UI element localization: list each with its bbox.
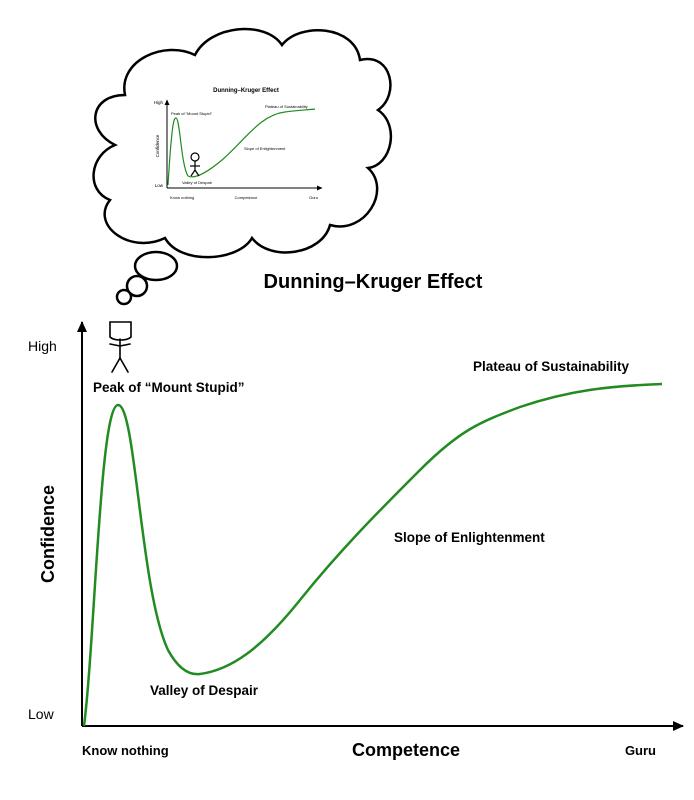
mini-x-label: Competence [235, 195, 258, 200]
y-axis-label: Confidence [38, 485, 58, 583]
page-title: Dunning–Kruger Effect [264, 271, 483, 293]
x-start-label: Know nothing [82, 743, 169, 758]
thought-cloud-icon [92, 27, 393, 306]
x-end-label: Guru [625, 743, 656, 758]
mini-x-start: Know nothing [170, 195, 194, 200]
mini-y-low: Low [155, 183, 164, 188]
bubble-medium [125, 274, 149, 298]
y-high-label: High [28, 338, 57, 354]
y-low-label: Low [28, 706, 55, 722]
mini-y-high: High [154, 100, 164, 105]
slope-label: Slope of Enlightenment [394, 530, 545, 545]
mini-y-label: Confidence [155, 134, 160, 157]
mini-x-end: Guru [309, 195, 318, 200]
mini-title: Dunning–Kruger Effect [213, 88, 279, 94]
peak-label: Peak of “Mount Stupid” [93, 380, 245, 395]
mini-curve [167, 108, 316, 186]
mini-valley-label: Valley of Despair [182, 180, 213, 185]
x-axis-label: Competence [352, 740, 460, 760]
stick-figure-icon [109, 321, 132, 373]
mini-slope-label: Slope of Enlightenment [244, 146, 286, 151]
mini-peak-label: Peak of “Mount Stupid” [171, 111, 213, 116]
mini-stick-figure-icon [190, 152, 200, 177]
mini-plateau-label: Plateau of Sustainability [265, 104, 308, 109]
mini-chart: Dunning–Kruger Effect High Low Confidenc… [154, 88, 323, 200]
confidence-curve [82, 382, 663, 727]
valley-label: Valley of Despair [150, 683, 259, 698]
bubble-small [115, 288, 133, 306]
cloud-shape [92, 27, 393, 259]
bubble-large [133, 250, 179, 282]
plateau-label: Plateau of Sustainability [473, 359, 630, 374]
